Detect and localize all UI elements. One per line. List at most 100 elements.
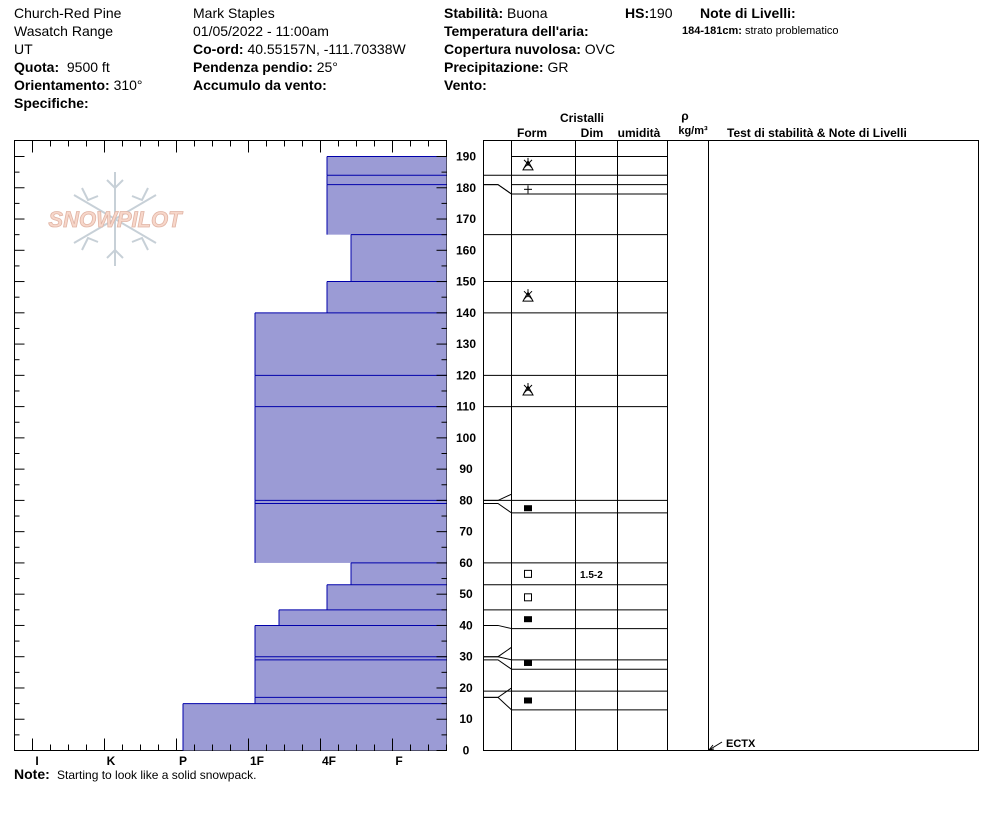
plus-icon (524, 185, 532, 194)
precip-value: GR (547, 59, 569, 75)
note-livelli-item: 184-181cm: strato problematico (682, 22, 839, 40)
orient-label: Orientamento: (14, 77, 110, 93)
umidita-header: umidità (618, 126, 661, 140)
profile-table-grid (483, 140, 709, 751)
vento-row: Vento: (444, 76, 615, 94)
accumulo-label: Accumulo da vento: (193, 77, 327, 93)
height-tick-label: 30 (459, 650, 473, 664)
logo-text: SNOWPILOT (48, 207, 183, 232)
height-tick-label: 150 (456, 275, 476, 289)
hardness-bar (255, 406, 447, 501)
hardness-bar (327, 281, 447, 313)
faceted-grain-icon (524, 593, 532, 602)
note-text: Starting to look like a solid snowpack. (57, 768, 257, 782)
hardness-bar (255, 659, 447, 698)
precip-label: Precipitazione: (444, 59, 544, 75)
temp-label: Temperatura dell'aria: (444, 23, 589, 39)
snowpilot-logo: SNOWPILOT (48, 172, 184, 266)
precip-particle-icon (522, 157, 534, 171)
hardness-bar (255, 697, 447, 704)
quota-row: Quota: 9500 ft (14, 58, 143, 76)
header-col1: Church-Red Pine Wasatch Range UT Quota: … (14, 4, 143, 112)
header-col2: Mark Staples 01/05/2022 - 11:00am Co-ord… (193, 4, 406, 94)
height-tick-label: 120 (456, 368, 476, 382)
note-livelli-range: 184-181cm: (682, 25, 742, 37)
height-tick-label: 100 (456, 431, 476, 445)
layer-connector-line (483, 184, 512, 195)
height-tick-label: 20 (459, 681, 473, 695)
height-axis: 0 10 20 30 40 50 60 70 80 90 100 110 120 130 140 150 160… (456, 150, 476, 758)
hardness-label: 1F (250, 754, 264, 768)
orient-value: 310° (113, 77, 143, 93)
observer-text: Mark Staples (193, 5, 275, 21)
height-tick-label: 110 (456, 400, 476, 414)
pendenza-label: Pendenza pendio: (193, 59, 313, 75)
height-tick-label: 60 (459, 556, 473, 570)
cristalli-header: Cristalli (560, 111, 604, 125)
grain-form-symbols: 1.5-2 (522, 157, 603, 704)
hs-value: 190 (649, 5, 673, 21)
height-tick-label: 140 (456, 306, 476, 320)
coord-value: 40.55157N, -111.70338W (247, 41, 406, 57)
rounded-grain-icon (524, 659, 532, 666)
note-livelli-label: Note di Livelli: (700, 5, 796, 21)
hardness-bar (327, 184, 447, 235)
rounded-grain-icon (524, 697, 532, 704)
height-tick-label: 0 (463, 744, 470, 758)
copertura-label: Copertura nuvolosa: (444, 41, 581, 57)
height-tick-label: 10 (459, 712, 473, 726)
hardness-bar (279, 609, 447, 626)
layer-connector-line (483, 184, 512, 195)
layer-connector-line (483, 624, 512, 630)
snowflake-icon (73, 172, 157, 266)
copertura-row: Copertura nuvolosa: OVC (444, 40, 615, 58)
hs-row: HS:190 (625, 4, 672, 22)
height-tick-label: 80 (459, 493, 473, 507)
footer-note: Note: Starting to look like a solid snow… (14, 766, 256, 782)
height-tick-label: 90 (459, 462, 473, 476)
hardness-label: K (107, 754, 116, 768)
datetime-text: 01/05/2022 - 11:00am (193, 23, 329, 39)
precip-row: Precipitazione: GR (444, 58, 615, 76)
layer-connector-line (483, 687, 512, 698)
hardness-bar (183, 703, 447, 751)
hardness-ticks (14, 140, 447, 751)
hardness-label: F (395, 754, 402, 768)
state-text: UT (14, 41, 33, 57)
accumulo-row: Accumulo da vento: (193, 76, 406, 94)
stability-test-marker: ECTX (707, 738, 756, 751)
layer-boundary-lines (182, 156, 447, 751)
note-livelli-text: strato problematico (745, 25, 839, 37)
stabilita-row: Stabilità: Buona (444, 4, 615, 22)
temp-row: Temperatura dell'aria: (444, 22, 615, 40)
hardness-bars (183, 156, 447, 751)
hardness-bar (351, 562, 447, 585)
height-tick-label: 190 (456, 150, 476, 164)
rounded-grain-icon (524, 616, 532, 623)
height-tick-label: 50 (459, 587, 473, 601)
stability-header: Test di stabilità & Note di Livelli (727, 126, 907, 140)
note-label: Note: (14, 766, 50, 782)
grain-size-label: 1.5-2 (580, 570, 603, 581)
form-header: Form (517, 126, 547, 140)
hardness-bar (255, 656, 447, 660)
orient-row: Orientamento: 310° (14, 76, 143, 94)
hardness-label: 4F (322, 754, 336, 768)
range-text: Wasatch Range (14, 23, 114, 39)
height-tick-label: 180 (456, 181, 476, 195)
hardness-label: P (179, 754, 187, 768)
precip-particle-icon (522, 382, 534, 396)
hardness-bar (255, 625, 447, 657)
copertura-value: OVC (584, 41, 616, 57)
hardness-bar (255, 312, 447, 376)
hardness-bar (255, 503, 447, 563)
layer-connector-line (483, 696, 512, 711)
layer-connector-line (483, 646, 512, 658)
specifiche-row: Specifiche: (14, 94, 143, 112)
pendenza-value: 25° (316, 59, 338, 75)
height-tick-label: 130 (456, 337, 476, 351)
hs-label: HS: (625, 5, 650, 21)
header-col3: Stabilità: Buona Temperatura dell'aria: … (444, 4, 615, 94)
hardness-bar (327, 584, 447, 610)
density-unit-header: kg/m³ (678, 125, 708, 137)
